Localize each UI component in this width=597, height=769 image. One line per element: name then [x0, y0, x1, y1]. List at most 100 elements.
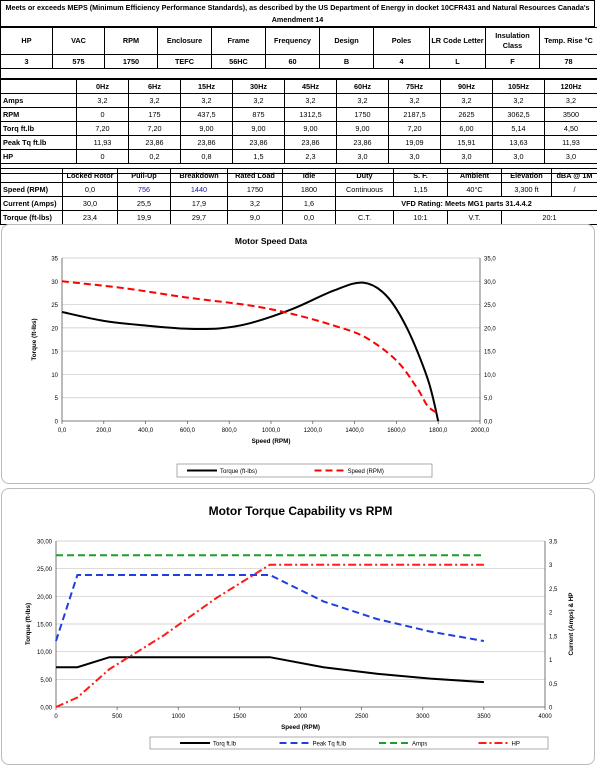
freq-cell: 9,00	[285, 122, 337, 136]
x-tick-label: 1500	[233, 714, 247, 720]
freq-cell: 3,2	[337, 94, 389, 108]
freq-cell: 2625	[441, 108, 493, 122]
freq-cell: 2,3	[285, 150, 337, 164]
freq-cell: 7,20	[77, 122, 129, 136]
spec-header: VAC	[53, 28, 105, 55]
freq-cell: 3,0	[337, 150, 389, 164]
x-tick-label: 800,0	[222, 428, 238, 434]
x-tick-label: 1800,0	[429, 428, 448, 434]
perf-header: Idle	[283, 169, 336, 183]
freq-header: 75Hz	[389, 80, 441, 94]
perf-row-label: Torque (ft-lbs)	[1, 211, 63, 225]
y2-tick-label: 35,0	[484, 257, 496, 263]
freq-cell: 9,00	[233, 122, 285, 136]
performance-table: Locked Rotor Pull-Up Breakdown Rated Loa…	[0, 168, 597, 225]
y2-axis-label: Current (Amps) & HP	[568, 593, 575, 656]
x-tick-label: 1400,0	[345, 428, 364, 434]
freq-cell: 23,86	[233, 136, 285, 150]
y-tick-label: 25	[51, 303, 58, 309]
freq-cell: 437,5	[181, 108, 233, 122]
perf-row-label: Speed (RPM)	[1, 183, 63, 197]
spec-value: 60	[266, 55, 320, 69]
freq-cell: 15,91	[441, 136, 493, 150]
spec-header: Frequency	[266, 28, 320, 55]
freq-cell: 3,2	[129, 94, 181, 108]
freq-cell: 0,8	[181, 150, 233, 164]
freq-cell: 3,2	[545, 94, 597, 108]
side-cell: 10:1	[394, 211, 448, 225]
freq-header: 15Hz	[181, 80, 233, 94]
spec-value-row: 3 575 1750 TEFC 56HC 60 B 4 L F 78	[1, 55, 597, 69]
spec-value: F	[486, 55, 540, 69]
y2-tick-label: 1	[549, 658, 553, 664]
y2-tick-label: 5,0	[484, 396, 493, 402]
perf-cell: 756	[118, 183, 171, 197]
spec-value: 575	[53, 55, 105, 69]
perf-header: Breakdown	[171, 169, 228, 183]
spec-value: 56HC	[212, 55, 266, 69]
freq-row-label: HP	[1, 150, 77, 164]
frequency-table: 0Hz 6Hz 15Hz 30Hz 45Hz 60Hz 75Hz 90Hz 10…	[0, 79, 597, 174]
spec-header: Poles	[374, 28, 430, 55]
freq-header: 30Hz	[233, 80, 285, 94]
freq-row-label: Amps	[1, 94, 77, 108]
legend-label: Speed (RPM)	[348, 469, 384, 475]
perf-row-current: Current (Amps) 30,0 25,5 17,9 3,2 1,6 VF…	[1, 197, 597, 211]
spec-header: Insulation Class	[486, 28, 540, 55]
y2-tick-label: 20,0	[484, 326, 496, 332]
x-tick-label: 600,0	[180, 428, 196, 434]
x-tick-label: 3000	[416, 714, 430, 720]
freq-row-label: Peak Tq ft.lb	[1, 136, 77, 150]
y2-tick-label: 2	[549, 611, 553, 617]
y-axis-label: Torque (ft-lbs)	[31, 318, 38, 360]
legend-label: Amps	[412, 741, 427, 747]
side-header: Ambient	[448, 169, 502, 183]
spec-value: L	[430, 55, 486, 69]
freq-cell: 3,2	[181, 94, 233, 108]
freq-header: 120Hz	[545, 80, 597, 94]
spec-header-row: HP VAC RPM Enclosure Frame Frequency Des…	[1, 28, 597, 55]
freq-cell: 3,0	[441, 150, 493, 164]
x-tick-label: 500	[112, 714, 123, 720]
x-tick-label: 400,0	[138, 428, 154, 434]
x-tick-label: 4000	[538, 714, 552, 720]
freq-cell: 3,0	[493, 150, 545, 164]
x-axis-label: Speed (RPM)	[252, 438, 291, 445]
freq-cell: 5,14	[493, 122, 545, 136]
x-tick-label: 1600,0	[387, 428, 406, 434]
x-tick-label: 3500	[477, 714, 491, 720]
freq-cell: 23,86	[129, 136, 181, 150]
freq-header: 6Hz	[129, 80, 181, 94]
y-tick-label: 30	[51, 280, 58, 286]
y-tick-label: 10,00	[37, 650, 53, 656]
perf-cell: 1750	[228, 183, 283, 197]
spec-value: 3	[1, 55, 53, 69]
spec-header: LR Code Letter	[430, 28, 486, 55]
series-line-torq-ft-lb	[56, 657, 484, 682]
motor-speed-chart: Motor Speed Data051015202530350,05,010,0…	[2, 225, 594, 483]
y-tick-label: 10	[51, 373, 58, 379]
perf-header: Rated Load	[228, 169, 283, 183]
x-tick-label: 0,0	[58, 428, 67, 434]
freq-cell: 3,0	[545, 150, 597, 164]
freq-cell: 23,86	[337, 136, 389, 150]
meps-header-note: Meets or exceeds MEPS (Minimum Efficienc…	[0, 0, 595, 27]
spec-header: RPM	[105, 28, 158, 55]
spec-header: Enclosure	[158, 28, 212, 55]
perf-cell: 9,0	[228, 211, 283, 225]
side-header: S. F.	[394, 169, 448, 183]
perf-cell: 0,0	[283, 211, 336, 225]
x-axis-label: Speed (RPM)	[281, 724, 320, 731]
freq-cell: 7,20	[389, 122, 441, 136]
freq-cell: 3,2	[441, 94, 493, 108]
freq-cell: 3,2	[233, 94, 285, 108]
side-cell: 1,15	[394, 183, 448, 197]
chart-title: Motor Torque Capability vs RPM	[209, 504, 393, 518]
x-tick-label: 2000,0	[471, 428, 490, 434]
legend-label: Torque (ft-lbs)	[220, 469, 257, 475]
spec-value: 1750	[105, 55, 158, 69]
side-cell: 3,300 ft	[502, 183, 552, 197]
